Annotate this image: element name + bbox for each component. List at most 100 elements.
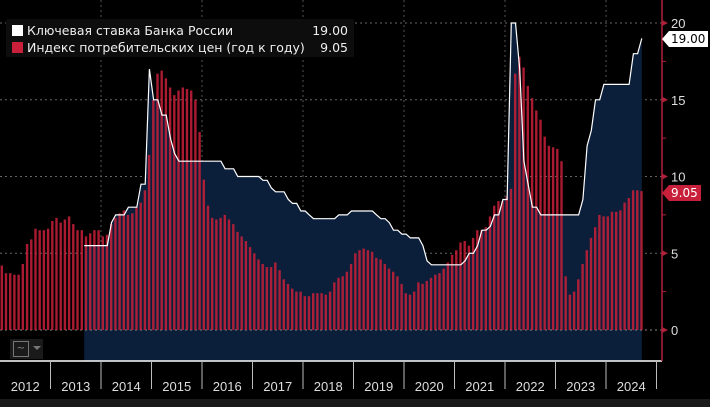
cpi-bar xyxy=(493,205,496,330)
cpi-bar xyxy=(21,264,24,330)
cpi-bar xyxy=(72,224,75,330)
cpi-bar xyxy=(202,179,205,330)
x-tick-label: 2021 xyxy=(465,379,494,394)
y-tick-label: 15 xyxy=(671,93,685,108)
y-tick-label: 20 xyxy=(671,16,685,31)
cpi-bar xyxy=(425,280,428,330)
cpi-bar xyxy=(274,262,277,330)
cpi-bar xyxy=(320,293,323,330)
cpi-bar xyxy=(467,245,471,330)
cpi-bar xyxy=(312,293,315,330)
cpi-bar xyxy=(450,254,454,330)
cpi-bar xyxy=(164,78,168,330)
footer-bar xyxy=(0,399,710,407)
cpi-bar xyxy=(67,216,71,330)
cpi-bar xyxy=(17,274,20,330)
cpi-bar xyxy=(299,291,302,330)
last-value-tag-cpi: 9.05 xyxy=(662,185,701,201)
cpi-bar xyxy=(316,293,319,330)
x-tick-label: 2022 xyxy=(516,379,545,394)
y-tick-marker xyxy=(662,96,668,103)
cpi-bar xyxy=(636,190,639,330)
cpi-bar xyxy=(257,259,260,330)
cpi-bar xyxy=(173,95,176,330)
legend-item-cpi: Индекс потребительских цен (год к году) … xyxy=(12,39,348,55)
cpi-bar xyxy=(577,279,580,330)
cpi-bar xyxy=(59,222,62,331)
cpi-bar xyxy=(139,202,142,330)
cpi-bar xyxy=(177,90,180,330)
y-tick-label: 0 xyxy=(671,323,678,338)
cpi-bar xyxy=(215,219,218,330)
cpi-bar xyxy=(514,73,517,330)
cpi-bar xyxy=(93,230,96,330)
y-tick-marker xyxy=(662,20,668,26)
cpi-bar xyxy=(560,161,563,330)
cpi-bar xyxy=(446,262,450,330)
x-tick-label: 2020 xyxy=(415,379,444,394)
cpi-bar xyxy=(564,276,567,330)
cpi-bar xyxy=(551,147,555,330)
cpi-bar xyxy=(240,236,243,330)
cpi-bar xyxy=(337,277,340,330)
cpi-bar xyxy=(598,214,601,330)
chart-type-button[interactable]: ~ xyxy=(10,339,43,359)
cpi-bar xyxy=(51,221,54,330)
cpi-bar xyxy=(333,282,336,330)
cpi-bar xyxy=(341,276,344,330)
cpi-bar xyxy=(568,294,572,330)
cpi-bar xyxy=(4,273,8,330)
cpi-bar xyxy=(497,201,500,330)
cpi-bar xyxy=(185,89,189,330)
x-tick-label: 2012 xyxy=(11,379,40,394)
cpi-bar xyxy=(471,237,475,330)
cpi-bar xyxy=(46,228,50,330)
x-tick-label: 2024 xyxy=(617,379,646,394)
cpi-bar xyxy=(345,271,349,330)
cpi-bar xyxy=(30,239,33,330)
cpi-bar xyxy=(572,291,576,330)
cpi-bar xyxy=(370,251,374,330)
cpi-bar xyxy=(387,268,391,330)
legend-label: Индекс потребительских цен (год к году) xyxy=(27,39,305,55)
cpi-bar xyxy=(84,236,88,330)
cpi-bar xyxy=(190,90,193,330)
cpi-bar xyxy=(501,201,504,330)
cpi-bar xyxy=(417,282,420,330)
cpi-bar xyxy=(286,283,290,330)
cpi-bar xyxy=(455,250,458,330)
cpi-bar xyxy=(526,85,529,331)
x-tick-label: 2019 xyxy=(364,379,393,394)
cpi-bar xyxy=(42,230,46,330)
cpi-bar xyxy=(631,190,635,330)
cpi-bar xyxy=(610,211,614,330)
cpi-bar xyxy=(156,73,159,330)
cpi-bar xyxy=(303,296,306,330)
cpi-bar xyxy=(522,67,525,330)
cpi-bar xyxy=(105,234,109,330)
cpi-bar xyxy=(122,210,125,330)
cpi-bar xyxy=(131,213,134,330)
cpi-bar xyxy=(307,296,311,330)
cpi-bar xyxy=(160,70,163,330)
cpi-bar xyxy=(248,247,252,330)
chevron-down-icon xyxy=(33,346,41,350)
cpi-bar xyxy=(223,214,226,330)
legend: Ключевая ставка Банка России 19.00 Индек… xyxy=(6,19,354,57)
cpi-bar xyxy=(89,233,92,330)
cpi-bar xyxy=(269,267,273,330)
x-tick-label: 2016 xyxy=(213,379,242,394)
cpi-bar xyxy=(358,250,361,330)
cpi-bar xyxy=(295,291,298,330)
cpi-bar xyxy=(110,224,113,330)
cpi-bar xyxy=(13,274,16,330)
cpi-bar xyxy=(581,264,584,330)
cpi-bar xyxy=(421,283,424,330)
cpi-bar xyxy=(476,230,479,330)
cpi-bar xyxy=(366,250,370,330)
cpi-bar xyxy=(291,288,294,330)
cpi-bar xyxy=(354,253,357,331)
cpi-bar xyxy=(282,279,285,330)
legend-label: Ключевая ставка Банка России xyxy=(27,22,234,38)
